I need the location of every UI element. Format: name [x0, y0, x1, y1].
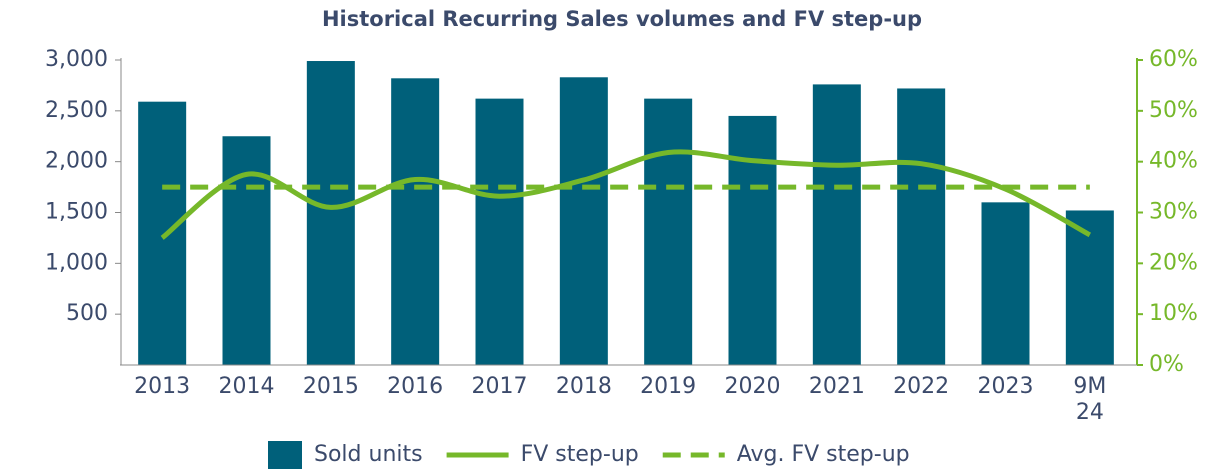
- bar: [559, 77, 608, 366]
- y2-tick-label: 40%: [1149, 149, 1198, 174]
- bar: [1065, 210, 1114, 365]
- x-tick-label: 2013: [134, 374, 191, 399]
- x-tick-label: 9M 24: [1073, 374, 1107, 425]
- y-tick-label: 3,000: [45, 47, 108, 72]
- x-tick-label: 2014: [218, 374, 275, 399]
- bar: [222, 136, 271, 365]
- line: [160, 149, 1092, 240]
- x-tick-label: 2021: [808, 374, 865, 399]
- x-tick-label: 2017: [471, 374, 528, 399]
- x-tick-label: 2015: [302, 374, 359, 399]
- bar: [728, 115, 777, 366]
- bar: [391, 78, 440, 366]
- y2-tick-label: 10%: [1149, 301, 1198, 326]
- y-tick-label: 2,000: [45, 149, 108, 174]
- bar: [475, 98, 524, 365]
- y-tick-label: 500: [66, 301, 108, 326]
- bar: [981, 202, 1030, 365]
- x-tick-label: 2018: [555, 374, 612, 399]
- bar: [644, 98, 693, 365]
- bar: [138, 101, 187, 365]
- y2-tick-label: 60%: [1149, 47, 1198, 72]
- bar: [897, 88, 946, 365]
- y2-tick-label: 50%: [1149, 98, 1198, 123]
- y2-tick-label: 20%: [1149, 250, 1198, 275]
- x-tick-label: 2023: [977, 374, 1034, 399]
- bar: [306, 61, 355, 366]
- y2-tick-label: 30%: [1149, 200, 1198, 225]
- y-tick-label: 1,000: [45, 250, 108, 275]
- legend-swatch: [268, 441, 302, 469]
- legend-label: Sold units: [314, 442, 423, 467]
- y-tick-label: 2,500: [45, 98, 108, 123]
- x-tick-label: 2016: [387, 374, 444, 399]
- legend-label: Avg. FV step-up: [737, 442, 910, 467]
- y2-tick-label: 0%: [1149, 352, 1184, 377]
- x-tick-label: 2020: [724, 374, 781, 399]
- chart-title: Historical Recurring Sales volumes and F…: [322, 7, 922, 31]
- x-tick-label: 2022: [893, 374, 950, 399]
- bar: [812, 84, 861, 366]
- legend-label: FV step-up: [521, 442, 639, 467]
- x-tick-label: 2019: [640, 374, 697, 399]
- y-tick-label: 1,500: [45, 200, 108, 225]
